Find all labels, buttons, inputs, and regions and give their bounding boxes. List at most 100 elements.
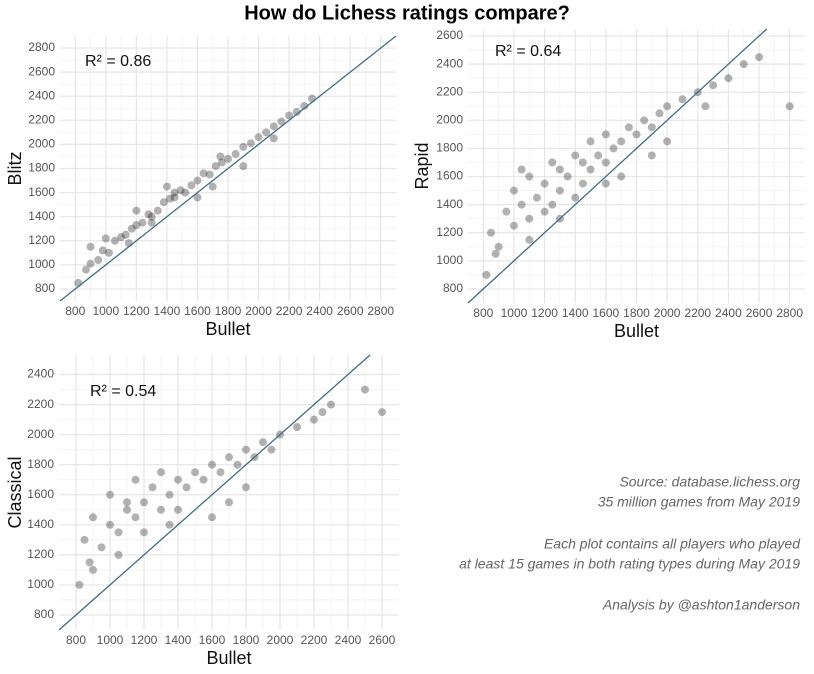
point	[208, 513, 216, 522]
x-tick-label: 1600	[199, 633, 226, 647]
y-tick-label: 2400	[27, 367, 54, 381]
point	[132, 206, 141, 215]
y-tick-label: 1600	[27, 487, 54, 501]
point	[548, 200, 557, 209]
y-tick-label: 1000	[28, 257, 55, 271]
annotation: R² = 0.64	[495, 43, 561, 60]
point	[755, 53, 764, 62]
point	[293, 423, 301, 432]
y-tick-label: 1800	[436, 141, 463, 155]
point	[193, 193, 202, 202]
point	[617, 172, 626, 181]
point	[509, 186, 518, 195]
point	[267, 445, 276, 454]
point	[259, 438, 267, 447]
y-tick-label: 800	[34, 607, 54, 621]
point	[123, 498, 131, 507]
x-tick-label: 1200	[131, 633, 158, 647]
point	[110, 236, 119, 245]
point	[191, 468, 199, 477]
point	[525, 214, 534, 223]
point	[655, 109, 664, 118]
point	[548, 158, 557, 167]
point	[176, 186, 185, 195]
point	[170, 188, 179, 197]
x-tick-label: 1800	[215, 304, 242, 318]
point	[174, 505, 182, 514]
point	[517, 200, 526, 209]
y-tick-label: 2400	[28, 88, 55, 102]
y-tick-label: 1200	[436, 225, 463, 239]
point	[165, 490, 174, 499]
point	[647, 151, 656, 160]
x-axis-title: Bullet	[206, 648, 251, 668]
y-tick-label: 2600	[436, 28, 463, 42]
point	[104, 248, 113, 257]
point	[148, 483, 157, 492]
point	[502, 207, 511, 216]
point	[277, 117, 286, 126]
point	[140, 498, 148, 507]
point	[532, 193, 541, 202]
x-tick-label: 2600	[369, 633, 396, 647]
point	[147, 212, 156, 221]
x-tick-label: 2400	[306, 304, 333, 318]
x-tick-label: 800	[66, 633, 86, 647]
point	[586, 165, 595, 174]
annotation: R² = 0.86	[85, 53, 151, 70]
point	[181, 188, 190, 197]
point	[378, 408, 386, 417]
point	[594, 151, 603, 160]
point	[187, 181, 196, 190]
point	[101, 234, 110, 243]
point	[216, 468, 225, 477]
x-tick-label: 1400	[154, 304, 181, 318]
point	[555, 165, 564, 174]
point	[285, 111, 294, 120]
point	[170, 193, 179, 202]
point	[318, 408, 327, 417]
y-tick-label: 800	[443, 281, 463, 295]
y-tick-label: 2200	[436, 84, 463, 98]
x-tick-label: 1200	[531, 306, 558, 320]
y-tick-label: 1600	[436, 169, 463, 183]
point	[114, 550, 123, 559]
note: at least 15 games in both rating types d…	[459, 556, 800, 572]
point	[601, 158, 610, 167]
y-tick-label: 800	[35, 281, 55, 295]
point	[663, 102, 672, 111]
y-tick-label: 1200	[27, 547, 54, 561]
point	[517, 165, 526, 174]
point	[89, 513, 97, 522]
point	[540, 207, 549, 216]
point	[121, 230, 130, 239]
point	[578, 179, 587, 188]
point	[131, 513, 140, 522]
point	[269, 134, 278, 143]
x-axis-title: Bullet	[614, 321, 659, 341]
y-tick-label: 2600	[28, 64, 55, 78]
x-tick-label: 2600	[746, 306, 773, 320]
point	[262, 128, 271, 137]
point	[162, 182, 171, 191]
point	[242, 445, 250, 454]
y-tick-label: 2000	[27, 427, 54, 441]
point	[292, 107, 301, 116]
point	[199, 475, 208, 484]
y-tick-label: 1400	[27, 517, 54, 531]
x-tick-label: 1600	[593, 306, 620, 320]
point	[246, 139, 255, 148]
x-tick-label: 800	[65, 304, 85, 318]
y-tick-label: 1400	[28, 209, 55, 223]
point	[97, 543, 106, 552]
x-tick-label: 1400	[165, 633, 192, 647]
point	[601, 179, 610, 188]
point	[486, 228, 495, 237]
point	[211, 162, 220, 171]
panel: 800 1000 1200 1400 1600 1800 2000 2200 2400 2600 8…	[5, 354, 399, 668]
x-tick-label: 2400	[715, 306, 742, 320]
point	[114, 528, 123, 537]
point	[147, 218, 156, 227]
point	[701, 102, 710, 111]
